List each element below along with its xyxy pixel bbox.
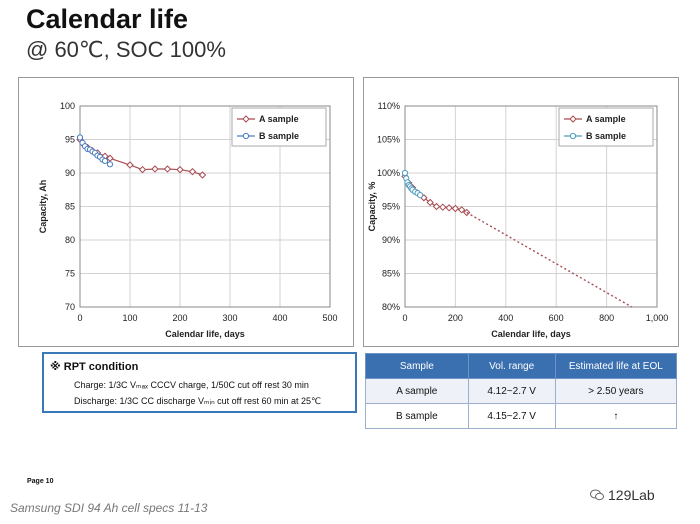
y-tick-label: 70 xyxy=(65,302,75,312)
y-axis-label: Capacity, Ah xyxy=(38,180,48,234)
rpt-charge: Charge: 1/3C Vₘₐₓ CCCV charge, 1/50C cut… xyxy=(74,380,309,390)
watermark-logo: 129Lab xyxy=(590,487,655,503)
y-tick-label: 85% xyxy=(382,269,400,279)
plot-area xyxy=(404,105,658,308)
chart-capacity-ah: 0 100 200 300 400 500 70 75 80 85 90 95 100 Calendar … xyxy=(38,101,338,339)
data-point xyxy=(76,134,84,141)
legend-label: A sample xyxy=(586,114,626,124)
legend-label: A sample xyxy=(259,114,299,124)
eol-table: Sample Vol. range Estimated life at EOL … xyxy=(365,353,678,429)
legend-swatch-marker xyxy=(242,132,250,140)
series-line xyxy=(466,211,633,308)
x-tick-label: 500 xyxy=(322,313,337,323)
table-cell: 4.12~2.7 V xyxy=(467,378,556,404)
table-cell: B sample xyxy=(365,403,469,429)
data-point xyxy=(101,157,109,165)
data-point xyxy=(176,165,184,174)
data-point xyxy=(188,167,197,176)
y-tick-label: 90% xyxy=(382,235,400,245)
data-point xyxy=(417,192,424,199)
y-axis-label: Capacity, % xyxy=(367,182,377,232)
legend-swatch-marker xyxy=(242,115,250,123)
rpt-heading: ※ RPT condition xyxy=(50,361,139,373)
table-cell: > 2.50 years xyxy=(554,378,678,404)
table-header: Vol. range xyxy=(467,353,556,379)
data-point xyxy=(163,165,172,173)
chart-panel-capacity-ah: 0 100 200 300 400 500 70 75 80 85 90 95 100 Calendar … xyxy=(18,77,354,347)
slide-subtitle: @ 60℃, SOC 100% xyxy=(26,37,226,62)
x-tick-label: 100 xyxy=(122,313,137,323)
data-point xyxy=(198,171,207,179)
x-tick-label: 800 xyxy=(599,313,614,323)
data-point xyxy=(445,204,453,212)
x-tick-label: 1,000 xyxy=(646,313,669,323)
table-cell: ↑ xyxy=(554,403,678,429)
image-caption: Samsung SDI 94 Ah cell specs 11-13 xyxy=(10,501,208,515)
y-tick-label: 90 xyxy=(65,168,75,178)
data-point xyxy=(451,204,460,213)
x-tick-label: 400 xyxy=(272,313,287,323)
table-header: Sample xyxy=(365,353,469,379)
y-tick-label: 80% xyxy=(382,302,400,312)
slide-title: Calendar life xyxy=(26,4,189,34)
data-point xyxy=(426,198,434,207)
x-tick-label: 400 xyxy=(498,313,513,323)
data-point xyxy=(432,202,441,211)
y-tick-label: 105% xyxy=(377,135,400,145)
y-tick-label: 75 xyxy=(65,269,75,279)
legend-swatch-marker xyxy=(569,132,577,140)
data-point xyxy=(151,165,159,173)
legend-swatch-marker xyxy=(569,115,577,123)
y-tick-label: 100% xyxy=(377,168,400,178)
data-point xyxy=(401,169,409,177)
data-point xyxy=(106,161,114,168)
x-tick-label: 0 xyxy=(77,313,82,323)
logo-text: 129Lab xyxy=(608,487,655,503)
x-tick-label: 200 xyxy=(448,313,463,323)
x-axis-label: Calendar life, days xyxy=(165,329,245,339)
data-point xyxy=(126,161,134,169)
x-tick-label: 300 xyxy=(222,313,237,323)
wechat-icon xyxy=(590,489,604,501)
x-axis-label: Calendar life, days xyxy=(491,329,571,339)
y-tick-label: 95 xyxy=(65,135,75,145)
y-tick-label: 110% xyxy=(378,101,400,111)
y-tick-label: 100 xyxy=(60,101,75,111)
data-point xyxy=(457,206,466,214)
rpt-condition-box: ※ RPT condition Charge: 1/3C Vₘₐₓ CCCV c… xyxy=(42,352,357,413)
y-tick-label: 95% xyxy=(382,202,400,212)
table-row: A sample 4.12~2.7 V > 2.50 years xyxy=(365,378,678,404)
y-tick-label: 80 xyxy=(65,235,75,245)
legend-label: B sample xyxy=(586,131,626,141)
data-point xyxy=(439,203,447,211)
table-row: B sample 4.15~2.7 V ↑ xyxy=(365,403,678,429)
rpt-discharge: Discharge: 1/3C CC discharge Vₘᵢₙ cut of… xyxy=(74,396,322,406)
plot-area xyxy=(79,105,331,308)
y-tick-label: 85 xyxy=(65,202,75,212)
table-header: Estimated life at EOL xyxy=(554,353,678,379)
table-header-row: Sample Vol. range Estimated life at EOL xyxy=(365,353,678,379)
table-cell: 4.15~2.7 V xyxy=(467,403,556,429)
table-cell: A sample xyxy=(365,378,469,404)
x-tick-label: 600 xyxy=(549,313,564,323)
x-tick-label: 0 xyxy=(402,313,407,323)
chart-panel-capacity-percent: 0 200 400 600 800 1,000 80% 85% 90% 95% 100% 105% 11… xyxy=(363,77,679,347)
legend-box xyxy=(231,107,327,147)
page-label: Page 10 xyxy=(27,478,54,485)
legend-label: B sample xyxy=(259,131,299,141)
chart-capacity-percent: 0 200 400 600 800 1,000 80% 85% 90% 95% 100% 105% 11… xyxy=(367,101,669,339)
x-tick-label: 200 xyxy=(172,313,187,323)
data-point xyxy=(138,165,147,174)
legend-box xyxy=(558,107,654,147)
